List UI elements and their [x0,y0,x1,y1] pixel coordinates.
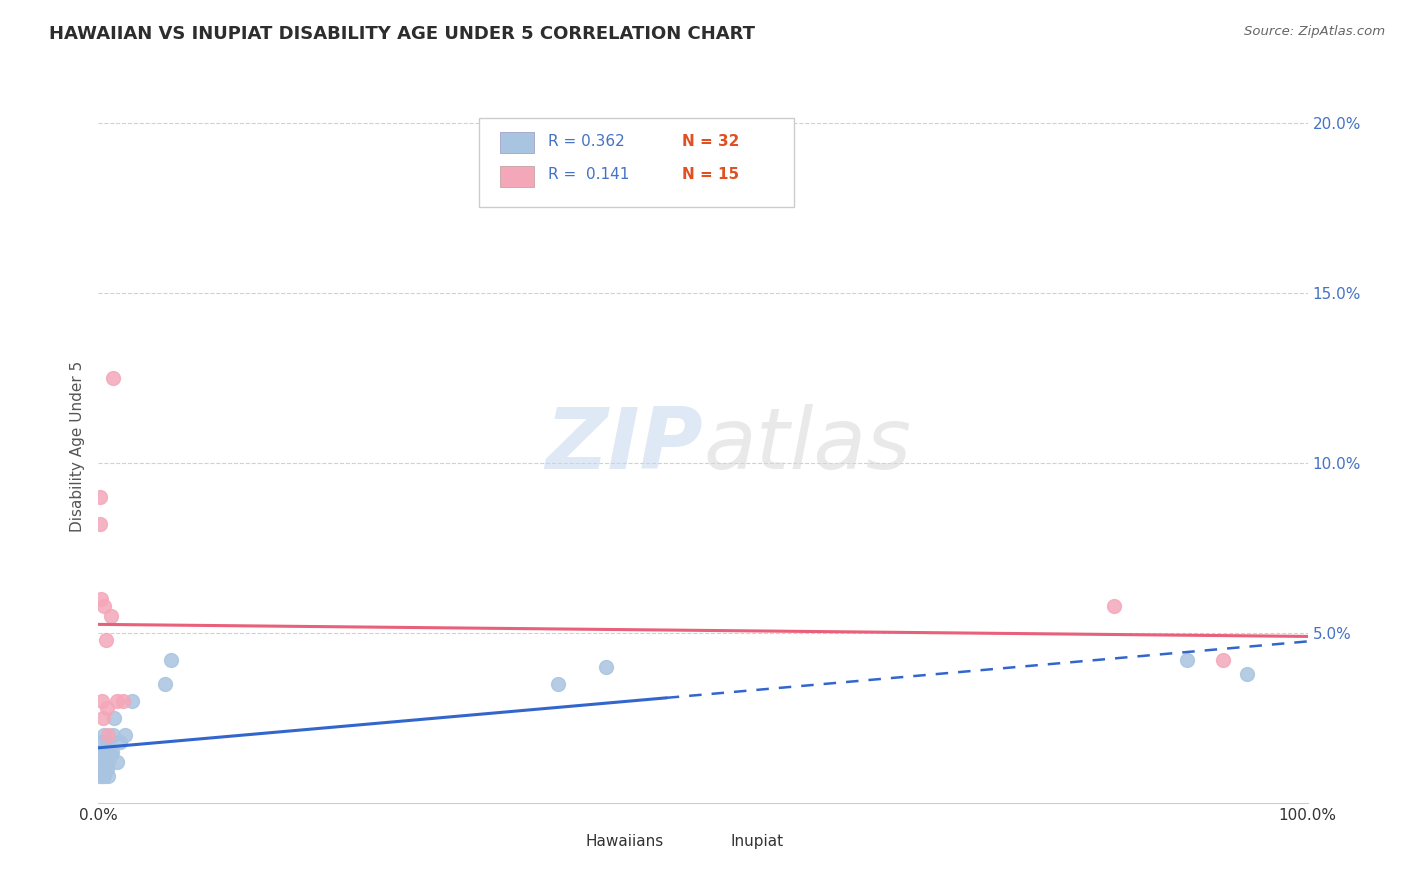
Point [160,653,183,667]
FancyBboxPatch shape [479,118,793,207]
Point [89,769,111,783]
Point [105,694,128,708]
Point [96,734,118,748]
Point [89,490,111,504]
Point [98,745,121,759]
Point [547,677,569,691]
Text: N = 32: N = 32 [682,134,740,149]
Text: ZIP: ZIP [546,404,703,488]
FancyBboxPatch shape [501,166,534,187]
Point [91,769,114,783]
Point [90,762,112,776]
FancyBboxPatch shape [697,833,724,849]
FancyBboxPatch shape [501,132,534,153]
Point [595,660,617,674]
Text: Hawaiians: Hawaiians [586,834,664,849]
Point [96,762,118,776]
FancyBboxPatch shape [551,833,578,849]
Point [121,694,143,708]
Point [89,745,111,759]
Point [90,591,112,606]
Point [1102,599,1125,613]
Text: R = 0.362: R = 0.362 [548,134,626,149]
Point [101,728,124,742]
Point [1175,653,1198,667]
Y-axis label: Disability Age Under 5: Disability Age Under 5 [69,360,84,532]
Point [105,755,128,769]
Text: Source: ZipAtlas.com: Source: ZipAtlas.com [1244,25,1385,38]
Point [100,745,122,759]
Point [97,755,120,769]
Point [100,608,122,623]
Point [94,632,117,647]
Text: Inupiat: Inupiat [731,834,785,849]
Point [101,371,124,385]
Point [91,745,114,759]
Point [114,728,136,742]
Point [93,599,115,613]
Point [93,755,115,769]
Point [91,755,114,769]
Point [90,734,112,748]
Point [103,711,125,725]
Point [94,741,117,756]
Text: R =  0.141: R = 0.141 [548,168,630,182]
Point [91,711,114,725]
Point [1212,653,1234,667]
Point [91,694,114,708]
Point [100,748,122,763]
Point [153,677,176,691]
Text: N = 15: N = 15 [682,168,740,182]
Point [1236,666,1258,681]
Text: atlas: atlas [703,404,911,488]
Point [97,728,120,742]
Point [108,734,131,748]
Point [93,728,115,742]
Point [91,762,114,776]
Point [97,769,120,783]
Text: HAWAIIAN VS INUPIAT DISABILITY AGE UNDER 5 CORRELATION CHART: HAWAIIAN VS INUPIAT DISABILITY AGE UNDER… [49,25,755,43]
Point [89,517,111,532]
Point [111,694,134,708]
Point [96,700,118,714]
Point [93,769,115,783]
Point [94,762,117,776]
